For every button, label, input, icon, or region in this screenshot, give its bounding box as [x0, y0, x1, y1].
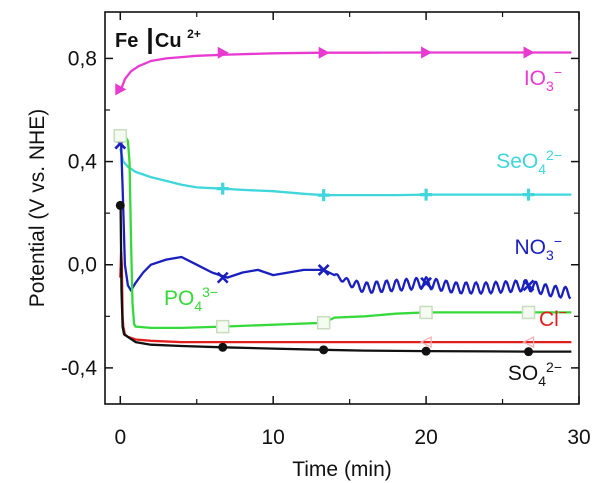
marker-io3: [217, 46, 229, 59]
series-label-po4: PO43−: [164, 284, 218, 314]
series-line-io3: [120, 51, 572, 90]
marker-po4: [316, 316, 331, 330]
marker-io3: [421, 46, 433, 59]
series-label-base: PO: [164, 287, 194, 310]
series-label-base: IO: [524, 67, 546, 90]
marker-io3: [115, 83, 127, 96]
series-line-po4: [120, 134, 572, 330]
marker-po4: [215, 319, 230, 334]
marker-no3: [522, 279, 535, 292]
series-label-so4: SO42−: [508, 359, 562, 389]
series-label-subscript: 4: [538, 161, 546, 177]
x-tick-label: 10: [262, 426, 285, 449]
marker-seo4: [420, 188, 433, 201]
marker-seo4: [216, 182, 229, 195]
series-line-no3: [119, 142, 572, 300]
tick-layer: 0 10 20 30 0,8 0,4 0,0 -0,4: [61, 12, 591, 449]
title-ion: Cu: [155, 30, 182, 52]
y-tick-label: 0,0: [68, 254, 97, 277]
marker-so4: [421, 346, 431, 356]
marker-no3: [216, 271, 229, 284]
label-layer: IO3−SeO42−NO3−PO43−Cl−SO42−: [164, 64, 567, 389]
series-line-so4: [119, 204, 572, 353]
series-label-base: SO: [508, 362, 538, 385]
series-label-subscript: 3: [546, 247, 554, 263]
series-label-superscript: −: [559, 304, 567, 320]
series-label-base: NO: [515, 236, 547, 259]
series-label-superscript: −: [554, 233, 562, 249]
series-label-base: SeO: [496, 150, 538, 173]
marker-io3: [523, 46, 535, 59]
series-label-io3: IO3−: [524, 64, 562, 94]
y-tick-label: -0,4: [61, 357, 98, 380]
x-tick-label: 0: [114, 426, 126, 449]
marker-so4: [524, 347, 534, 357]
chart-title: Fe Cu 2+: [115, 27, 201, 52]
marker-po4: [419, 305, 433, 320]
marker-no3: [317, 263, 330, 276]
series-label-seo4: SeO42−: [496, 147, 562, 177]
series-label-subscript: 3: [546, 78, 554, 94]
title-electrode: Fe: [115, 30, 138, 52]
x-tick-label: 30: [567, 426, 590, 449]
marker-cl: [522, 336, 535, 349]
series-label-no3: NO3−: [515, 233, 562, 263]
marker-layer: [113, 46, 536, 357]
y-tick-label: 0,8: [68, 47, 97, 70]
series-label-superscript: −: [554, 64, 562, 80]
marker-seo4: [522, 188, 535, 201]
marker-seo4: [317, 189, 330, 202]
title-ion-charge: 2+: [187, 27, 201, 41]
series-label-superscript: 2−: [546, 359, 562, 375]
y-tick-label: 0,4: [68, 151, 98, 174]
marker-so4: [218, 342, 228, 352]
series-label-subscript: 4: [194, 298, 202, 314]
marker-so4: [319, 345, 329, 355]
marker-so4: [115, 200, 125, 210]
marker-cl: [419, 336, 432, 349]
y-axis-label: Potential (V vs. NHE): [26, 109, 49, 307]
series-layer: [119, 51, 572, 353]
series-label-superscript: 3−: [202, 284, 218, 300]
series-label-subscript: 4: [538, 373, 546, 389]
x-tick-label: 20: [414, 426, 437, 449]
plot-frame: [104, 11, 580, 405]
series-label-cl: Cl−: [539, 304, 567, 331]
series-label-superscript: 2−: [546, 147, 562, 163]
marker-io3: [318, 46, 330, 59]
marker-po4: [521, 305, 536, 320]
marker-no3: [420, 276, 433, 289]
marker-po4: [113, 129, 128, 143]
x-axis-label: Time (min): [292, 458, 392, 481]
series-label-base: Cl: [539, 308, 559, 331]
